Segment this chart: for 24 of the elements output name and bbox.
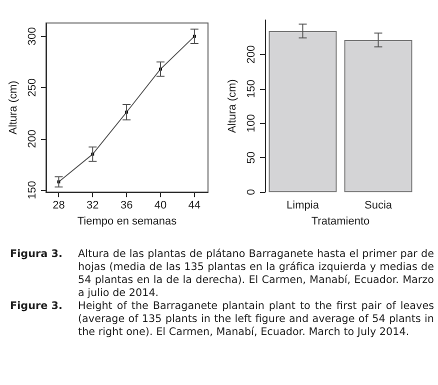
y-axis-title: Altura (cm) — [8, 80, 20, 134]
y-tick-label: 250 — [26, 78, 38, 97]
x-tick-label: Limpia — [286, 200, 320, 212]
x-tick-label: 44 — [188, 200, 201, 212]
y-tick-label: 200 — [26, 130, 38, 148]
x-axis-title: Tiempo en semanas — [77, 216, 178, 228]
x-tick-label: 28 — [52, 200, 65, 212]
x-tick-label: 36 — [120, 200, 133, 212]
y-tick-label: 200 — [246, 45, 258, 64]
y-axis-title: Altura (cm) — [226, 79, 238, 133]
text: Height of the Barraganete plantain plant to the first pair of leaves (average of 135 plants in the left figure and average of 54 plants in the right one). El Carmen, Manabí, Ecuador. March to July 2014. — [78, 300, 434, 339]
text: Altura de las plantas de plátano Barraganete hasta el primer par de hojas (media de las 135 plantas en la gráfica izquierda y medias de 54 plantas en la de la derecha). El Carmen, Manabí, Ecuador. Marzo a julio de 2014. — [78, 248, 434, 300]
y-tick-label: 150 — [246, 80, 258, 98]
y-tick-label: 50 — [246, 152, 258, 164]
x-tick-label: 32 — [86, 200, 99, 212]
x-axis-title: Tratamiento — [311, 216, 370, 228]
caption: Figure 3. — [10, 300, 64, 314]
x-tick-label: 40 — [154, 200, 167, 212]
text: Figura 3. — [10, 248, 64, 262]
y-tick-label: 150 — [26, 180, 38, 200]
x-tick-label: Sucia — [364, 200, 393, 212]
y-tick-label: 100 — [246, 114, 258, 132]
y-tick-label: 300 — [26, 27, 38, 46]
y-tick-label: 0 — [246, 189, 258, 196]
